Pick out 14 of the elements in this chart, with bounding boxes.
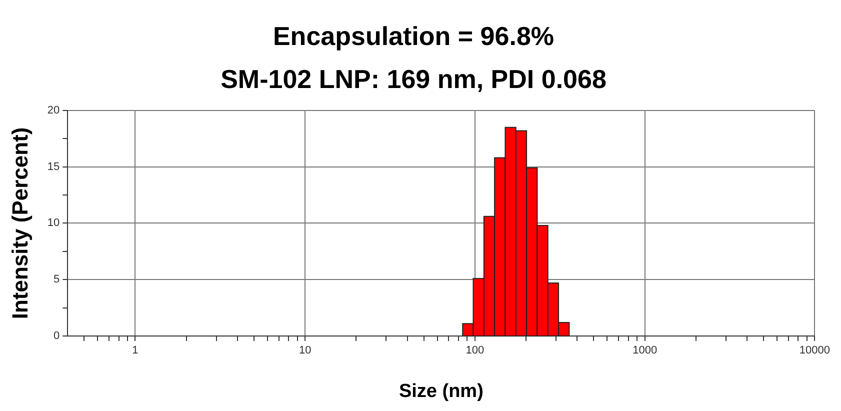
y-tick-label: 15 <box>47 160 60 173</box>
y-tick-label: 20 <box>47 104 60 116</box>
x-axis-title: Size (nm) <box>398 380 484 402</box>
y-tick-label: 5 <box>54 274 60 286</box>
x-tick-label: 10000 <box>799 344 830 357</box>
y-tick-label: 10 <box>47 217 60 230</box>
chart-title: Encapsulation = 96.8% <box>272 20 554 51</box>
y-tick-label: 0 <box>54 330 60 342</box>
chart-subtitle: SM-102 LNP: 169 nm, PDI 0.068 <box>220 64 606 94</box>
x-tick-label: 1 <box>132 344 138 357</box>
y-axis-title: Intensity (Percent) <box>7 127 32 320</box>
x-tick-label: 10 <box>298 344 312 357</box>
x-tick-label: 100 <box>466 344 484 357</box>
x-tick-label: 1000 <box>632 344 658 357</box>
